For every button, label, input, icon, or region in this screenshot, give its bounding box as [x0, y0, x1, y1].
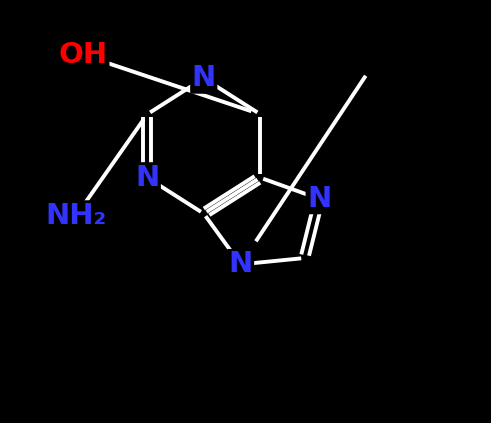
Text: N: N: [307, 185, 331, 213]
Text: N: N: [228, 250, 253, 278]
Text: OH: OH: [59, 41, 108, 69]
Text: NH₂: NH₂: [46, 202, 107, 230]
Text: N: N: [191, 64, 216, 92]
Text: N: N: [135, 164, 160, 192]
